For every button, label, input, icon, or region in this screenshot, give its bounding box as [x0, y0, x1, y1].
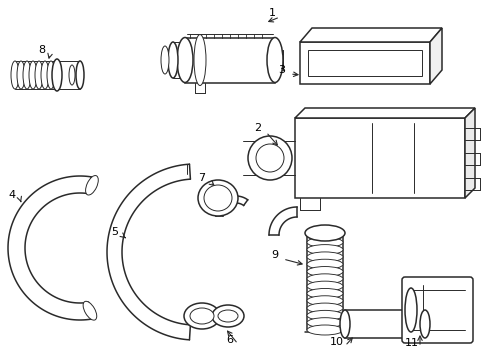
Ellipse shape — [218, 310, 238, 322]
Ellipse shape — [85, 176, 98, 195]
Text: 7: 7 — [198, 173, 205, 183]
Ellipse shape — [306, 237, 342, 247]
Ellipse shape — [306, 325, 342, 335]
Ellipse shape — [306, 318, 342, 328]
Polygon shape — [429, 28, 441, 84]
Ellipse shape — [247, 136, 291, 180]
Polygon shape — [299, 42, 429, 84]
Polygon shape — [294, 118, 464, 198]
Ellipse shape — [161, 46, 169, 74]
Text: 10: 10 — [329, 337, 343, 347]
Text: 4: 4 — [8, 190, 16, 200]
Polygon shape — [299, 28, 441, 42]
Ellipse shape — [306, 266, 342, 276]
Ellipse shape — [52, 59, 62, 91]
Text: 9: 9 — [271, 250, 278, 260]
Polygon shape — [307, 50, 421, 76]
Ellipse shape — [183, 303, 220, 329]
Ellipse shape — [266, 37, 283, 82]
Text: 6: 6 — [226, 335, 233, 345]
Polygon shape — [184, 37, 274, 82]
Ellipse shape — [212, 305, 244, 327]
Ellipse shape — [83, 301, 97, 320]
Ellipse shape — [305, 225, 345, 241]
Ellipse shape — [17, 61, 25, 89]
Ellipse shape — [198, 180, 238, 216]
Ellipse shape — [69, 65, 75, 85]
Ellipse shape — [29, 61, 37, 89]
Ellipse shape — [306, 303, 342, 313]
Ellipse shape — [419, 310, 429, 338]
Polygon shape — [294, 108, 474, 118]
Ellipse shape — [76, 61, 84, 89]
FancyBboxPatch shape — [401, 277, 472, 343]
Ellipse shape — [306, 230, 342, 240]
Ellipse shape — [256, 144, 284, 172]
Ellipse shape — [203, 185, 231, 211]
Ellipse shape — [306, 281, 342, 291]
Ellipse shape — [41, 61, 49, 89]
Ellipse shape — [339, 310, 349, 338]
Ellipse shape — [306, 252, 342, 262]
Ellipse shape — [168, 42, 178, 78]
Ellipse shape — [190, 308, 214, 324]
Ellipse shape — [404, 288, 416, 332]
Polygon shape — [345, 310, 424, 338]
Ellipse shape — [306, 310, 342, 320]
Text: 1: 1 — [268, 8, 275, 18]
Text: 2: 2 — [254, 123, 261, 133]
Text: 5: 5 — [111, 227, 118, 237]
Ellipse shape — [23, 61, 31, 89]
Ellipse shape — [35, 61, 43, 89]
Ellipse shape — [11, 61, 19, 89]
Ellipse shape — [306, 274, 342, 284]
Text: 8: 8 — [39, 45, 45, 55]
Text: 11: 11 — [404, 338, 418, 348]
Ellipse shape — [306, 259, 342, 269]
Text: 3: 3 — [278, 65, 285, 75]
Polygon shape — [464, 108, 474, 198]
Ellipse shape — [306, 296, 342, 306]
Ellipse shape — [47, 61, 55, 89]
Ellipse shape — [306, 288, 342, 298]
Ellipse shape — [194, 35, 205, 85]
Ellipse shape — [177, 37, 193, 82]
Ellipse shape — [306, 244, 342, 255]
